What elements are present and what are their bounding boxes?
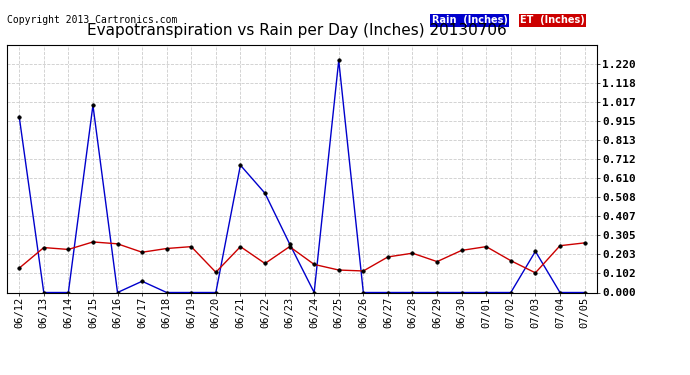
Text: ET  (Inches): ET (Inches) (520, 15, 585, 25)
Text: Rain  (Inches): Rain (Inches) (432, 15, 508, 25)
Text: Evapotranspiration vs Rain per Day (Inches) 20130706: Evapotranspiration vs Rain per Day (Inch… (87, 22, 506, 38)
Text: Copyright 2013 Cartronics.com: Copyright 2013 Cartronics.com (7, 15, 177, 25)
